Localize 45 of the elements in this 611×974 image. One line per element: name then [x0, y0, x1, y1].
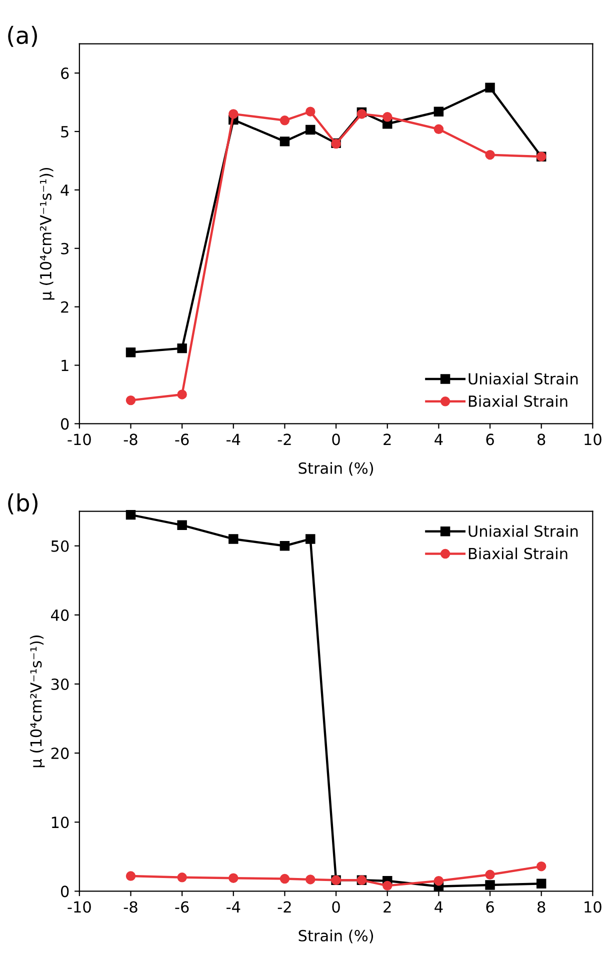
chart-title: (b) [8, 493, 38, 514]
y-tick-label: 50 [51, 540, 69, 552]
legend-label: Biaxial Strain [468, 548, 568, 560]
y-tick-label: 6 [61, 68, 69, 80]
legend-label: Uniaxial Strain [468, 372, 578, 385]
x-tick-label: -6 [175, 901, 189, 913]
y-tick-label: 5 [61, 126, 68, 138]
x-tick-label: -4 [226, 901, 240, 913]
x-tick-label: 6 [486, 434, 494, 446]
chart-title: (a) [8, 26, 37, 47]
legend-label: Biaxial Strain [468, 395, 568, 407]
y-tick-label: 4 [60, 184, 69, 196]
y-tick-label: 40 [51, 609, 69, 621]
y-axis-title: μ (10⁴cm²V⁻¹s⁻¹)) [40, 168, 54, 300]
x-tick-label: 2 [384, 434, 391, 446]
x-tick-label: -8 [124, 901, 138, 913]
y-tick-label: 10 [52, 816, 69, 828]
x-tick-label: -10 [68, 901, 91, 913]
x-tick-label: 2 [384, 901, 391, 913]
x-tick-label: -10 [68, 434, 91, 446]
y-tick-label: 20 [51, 748, 69, 760]
y-tick-label: 0 [60, 418, 69, 430]
x-tick-label: 0 [332, 901, 340, 913]
x-tick-label: 10 [584, 434, 602, 446]
y-tick-label: 30 [51, 678, 69, 690]
x-tick-label: -2 [278, 434, 291, 446]
x-tick-label: 8 [538, 434, 546, 446]
x-tick-label: 0 [332, 434, 340, 446]
x-tick-label: 8 [538, 901, 546, 913]
y-axis-title: μ (10⁴cm²V⁻¹s⁻¹)) [30, 635, 45, 768]
x-tick-label: -8 [124, 434, 138, 446]
x-axis-title: Strain (%) [298, 930, 374, 944]
legend-label: Uniaxial Strain [468, 525, 578, 537]
x-tick-label: 4 [434, 901, 443, 913]
y-tick-label: 0 [60, 886, 69, 898]
x-tick-label: 10 [584, 901, 602, 913]
y-tick-label: 1 [62, 360, 68, 372]
x-tick-label: -4 [226, 434, 240, 446]
x-tick-label: 4 [434, 434, 443, 446]
x-axis-title: Strain (%) [298, 462, 374, 476]
y-tick-label: 3 [61, 242, 68, 254]
y-tick-label: 2 [61, 301, 68, 313]
x-tick-label: -6 [175, 434, 189, 446]
x-tick-label: 6 [486, 901, 494, 913]
x-tick-label: -2 [278, 901, 291, 913]
